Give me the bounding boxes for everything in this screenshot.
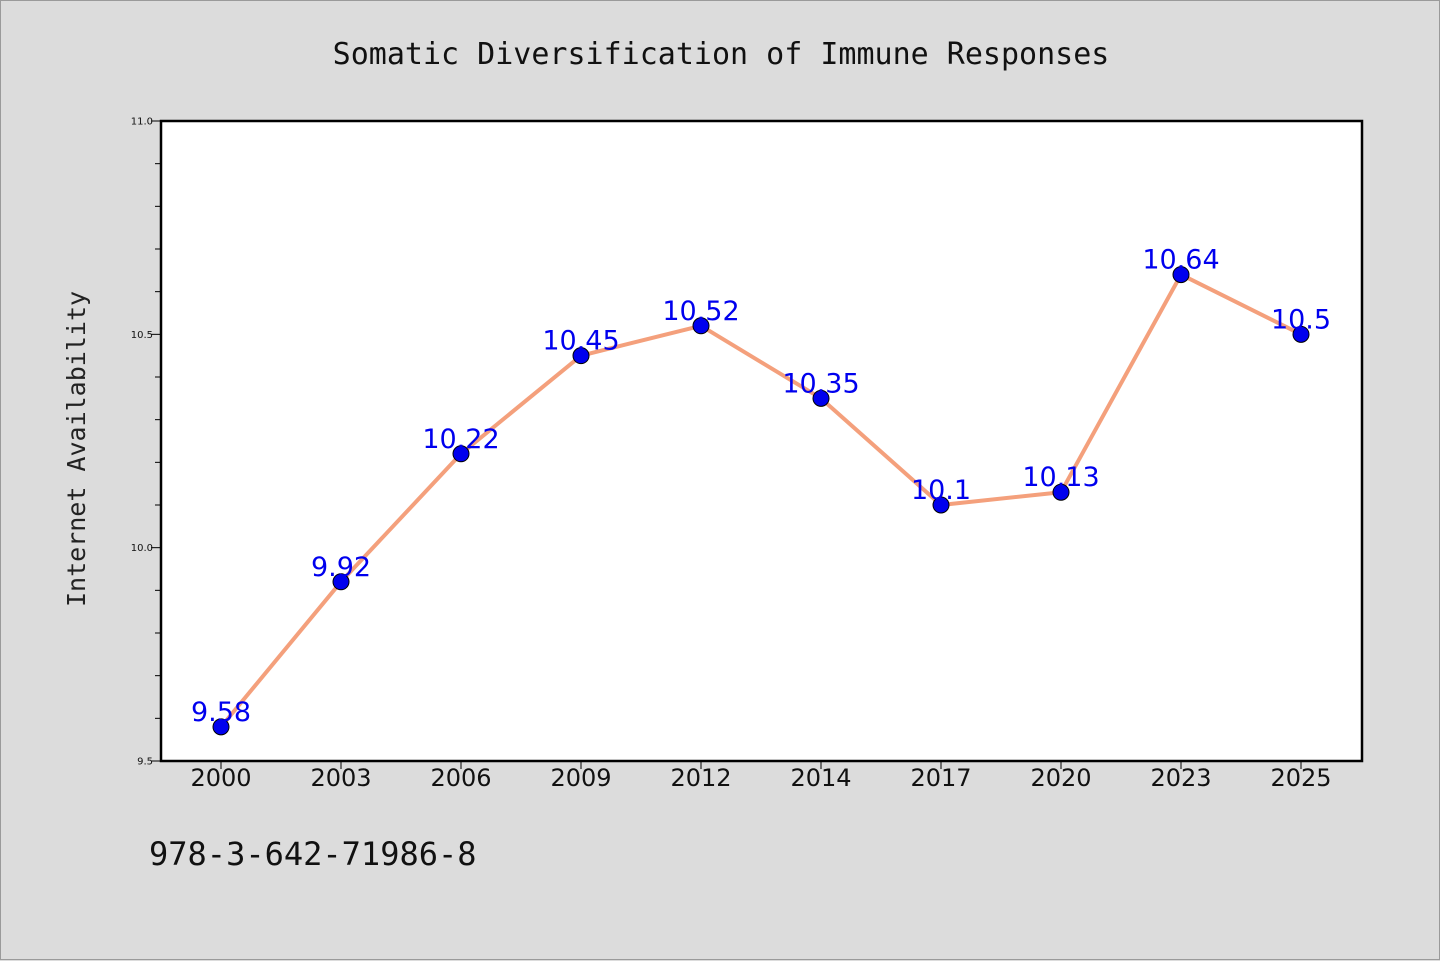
series-polyline bbox=[219, 272, 1302, 729]
data-point bbox=[212, 718, 230, 736]
data-point bbox=[812, 389, 830, 407]
y-axis-label: Internet Availability bbox=[62, 291, 91, 607]
data-label: 10.1 bbox=[911, 475, 971, 506]
x-tick-label: 2017 bbox=[910, 764, 971, 792]
x-tick-label: 2020 bbox=[1030, 764, 1091, 792]
plot-area bbox=[159, 119, 1364, 763]
x-tick-label: 2012 bbox=[670, 764, 731, 792]
data-label: 10.13 bbox=[1022, 462, 1099, 493]
data-point bbox=[932, 496, 950, 514]
data-point bbox=[1052, 483, 1070, 501]
series-line bbox=[219, 272, 1302, 729]
data-label: 9.58 bbox=[191, 697, 251, 728]
data-markers bbox=[212, 266, 1310, 736]
data-label: 10.35 bbox=[782, 368, 859, 399]
x-tick-label: 2009 bbox=[550, 764, 611, 792]
data-point bbox=[332, 573, 350, 591]
data-point bbox=[692, 317, 710, 335]
x-tick-label: 2023 bbox=[1150, 764, 1211, 792]
data-point bbox=[572, 347, 590, 365]
data-label: 10.45 bbox=[542, 326, 619, 357]
y-tick-label: 11.0 bbox=[131, 117, 153, 128]
data-point bbox=[1292, 325, 1310, 343]
data-label: 10.64 bbox=[1142, 245, 1219, 276]
data-label: 10.5 bbox=[1271, 304, 1331, 335]
x-tick-label: 2000 bbox=[190, 764, 251, 792]
chart-title: Somatic Diversification of Immune Respon… bbox=[333, 37, 1110, 72]
x-tick-label: 2025 bbox=[1270, 764, 1331, 792]
x-tick-label: 2006 bbox=[430, 764, 491, 792]
y-tick-label: 10.0 bbox=[131, 543, 153, 554]
y-tick-label: 10.5 bbox=[131, 330, 153, 341]
y-axis-ticks: 9.5 10.0 10.5 11.0 bbox=[131, 117, 161, 768]
x-tick-label: 2003 bbox=[310, 764, 371, 792]
y-tick-label: 9.5 bbox=[137, 757, 153, 768]
data-label: 9.92 bbox=[311, 552, 371, 583]
data-point bbox=[1172, 266, 1190, 284]
data-labels: 9.58 9.92 10.22 10.45 10.52 10.35 10.1 10.13 10.… bbox=[191, 245, 1331, 728]
data-label: 10.22 bbox=[422, 424, 499, 455]
x-axis-ticks: 2000 2003 2006 2009 2012 2014 2017 2020 2023 2025 bbox=[190, 761, 1332, 792]
x-tick-label: 2014 bbox=[790, 764, 851, 792]
data-point bbox=[452, 445, 470, 463]
footer-isbn: 978-3-642-71986-8 bbox=[149, 835, 477, 873]
data-label: 10.52 bbox=[662, 296, 739, 327]
